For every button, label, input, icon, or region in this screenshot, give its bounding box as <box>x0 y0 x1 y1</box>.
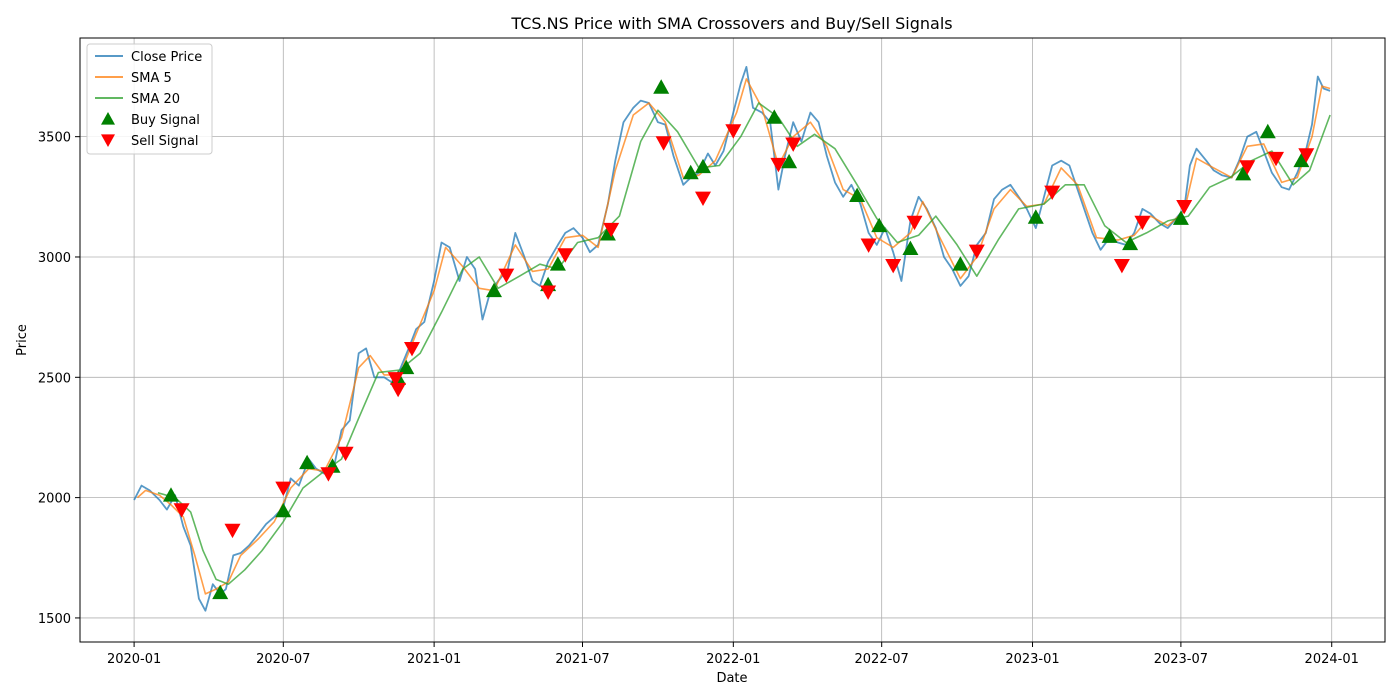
sell-signal-marker <box>540 285 557 300</box>
sell-signal-marker <box>695 191 711 206</box>
buy-signal-marker <box>653 79 670 94</box>
sell-signal-legend-swatch <box>101 134 115 147</box>
legend-label: Buy Signal <box>131 113 200 128</box>
buy-signal-marker <box>1122 235 1139 251</box>
legend-box <box>86 43 213 155</box>
x-axis: 2020-01 2020-07 2021-01 2021-07 2022-01 2022-… <box>107 642 1359 667</box>
sell-signal-marker <box>906 215 923 231</box>
buy-signal-marker <box>599 226 616 241</box>
sell-signal-marker <box>968 244 985 259</box>
sell-signal-marker <box>390 382 407 398</box>
x-tick-label: 2021-01 <box>407 652 461 667</box>
buy-signal-marker <box>1027 209 1044 224</box>
sell-signal-marker <box>725 124 742 139</box>
markers-layer <box>163 79 1315 600</box>
y-tick-label: 2000 <box>38 492 71 507</box>
legend-label: Sell Signal <box>131 134 199 149</box>
sell-signal-marker <box>224 523 241 539</box>
sell-signal-marker <box>1044 185 1061 200</box>
sell-signal-marker <box>320 467 337 482</box>
x-tick-label: 2023-01 <box>1005 652 1059 667</box>
sell-signal-marker <box>275 481 292 496</box>
sell-signal-marker <box>1268 151 1284 167</box>
buy-signal-marker <box>549 256 566 271</box>
sma-5-line <box>136 78 1331 595</box>
sell-signal-marker <box>770 157 787 173</box>
sell-signal-marker <box>1176 200 1193 215</box>
sell-signal-marker <box>387 372 404 387</box>
buy-signal-marker <box>1101 228 1118 243</box>
y-tick-label: 3000 <box>38 251 71 266</box>
x-tick-label: 2022-01 <box>706 652 760 667</box>
plot-frame <box>79 37 1386 643</box>
buy-signal-marker <box>682 164 699 180</box>
sell-signal-marker <box>885 259 902 274</box>
buy-signal-marker <box>1235 166 1252 181</box>
chart-title: TCS.NS Price with SMA Crossovers and Buy… <box>510 14 952 33</box>
x-tick-label: 2022-07 <box>855 652 909 667</box>
buy-signal-marker <box>486 282 502 298</box>
x-tick-label: 2024-01 <box>1305 652 1359 667</box>
sell-signal-marker <box>1113 259 1130 274</box>
x-tick-label: 2023-07 <box>1154 652 1208 667</box>
y-axis-title: Price <box>15 324 30 356</box>
sell-signal-marker <box>860 238 877 253</box>
legend: Close Price SMA 5 SMA 20 Buy Signal Sell Sig… <box>86 43 213 155</box>
y-tick-label: 1500 <box>38 612 71 627</box>
buy-signal-marker <box>695 158 711 174</box>
buy-signal-marker <box>952 256 969 271</box>
sell-signal-marker <box>173 503 190 518</box>
buy-signal-marker <box>212 584 229 600</box>
legend-label: Close Price <box>131 50 202 65</box>
legend-label: SMA 5 <box>131 71 172 86</box>
buy-signal-marker <box>299 454 316 470</box>
buy-signal-marker <box>902 240 919 255</box>
sell-signal-marker <box>655 136 672 151</box>
buy-signal-legend-swatch <box>101 112 115 125</box>
legend-label: SMA 20 <box>131 92 180 107</box>
sell-signal-marker <box>404 342 420 357</box>
buy-signal-marker <box>849 187 866 202</box>
x-axis-title: Date <box>716 671 747 686</box>
buy-signal-marker <box>275 502 292 518</box>
y-tick-label: 2500 <box>38 371 71 386</box>
sell-signal-marker <box>1134 215 1151 231</box>
x-tick-label: 2020-01 <box>107 652 161 667</box>
buy-signal-marker <box>1259 123 1276 139</box>
sell-signal-marker <box>1239 160 1256 175</box>
sell-signal-marker <box>785 137 802 152</box>
buy-signal-marker <box>766 109 783 124</box>
buy-signal-marker <box>1172 210 1189 225</box>
buy-signal-marker <box>398 359 415 375</box>
sell-signal-marker <box>557 248 574 263</box>
y-tick-label: 3500 <box>38 131 71 146</box>
sell-signal-marker <box>1298 148 1315 163</box>
x-tick-label: 2021-07 <box>555 652 609 667</box>
sell-signal-marker <box>337 446 354 462</box>
buy-signal-marker <box>163 487 179 502</box>
buy-signal-marker <box>781 153 798 169</box>
sell-signal-marker <box>603 222 620 238</box>
buy-signal-marker <box>871 217 888 233</box>
sell-signal-marker <box>498 268 515 283</box>
y-axis: 1500 2000 2500 3000 3500 <box>38 131 80 627</box>
x-tick-label: 2020-07 <box>256 652 310 667</box>
buy-signal-marker <box>1293 152 1310 168</box>
